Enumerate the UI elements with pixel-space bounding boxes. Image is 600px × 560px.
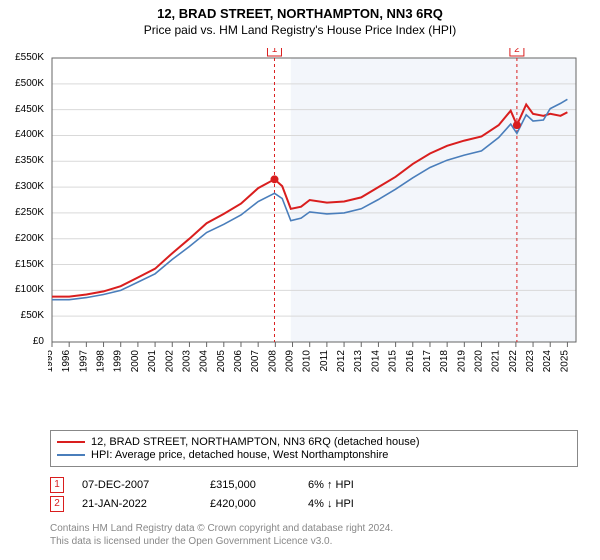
y-axis-label: £150K xyxy=(2,259,44,270)
footer-attribution: Contains HM Land Registry data © Crown c… xyxy=(50,522,393,548)
title-subtitle: Price paid vs. HM Land Registry's House … xyxy=(0,23,600,37)
y-axis-label: £400K xyxy=(2,129,44,140)
legend-item: HPI: Average price, detached house, West… xyxy=(57,449,571,461)
sale-price: £420,000 xyxy=(210,498,290,510)
svg-text:2017: 2017 xyxy=(422,350,433,373)
svg-text:1: 1 xyxy=(272,48,278,55)
svg-text:2008: 2008 xyxy=(267,350,278,373)
y-axis-label: £200K xyxy=(2,233,44,244)
sale-delta: 6% ↑ HPI xyxy=(308,479,408,491)
sale-delta: 4% ↓ HPI xyxy=(308,498,408,510)
svg-text:2015: 2015 xyxy=(388,350,399,373)
footer-line: This data is licensed under the Open Gov… xyxy=(50,535,393,548)
legend: 12, BRAD STREET, NORTHAMPTON, NN3 6RQ (d… xyxy=(50,430,578,467)
svg-text:2001: 2001 xyxy=(147,350,158,373)
svg-text:2003: 2003 xyxy=(181,350,192,373)
sale-marker-icon: 2 xyxy=(50,496,64,512)
svg-text:2022: 2022 xyxy=(508,350,519,373)
sale-row: 2 21-JAN-2022 £420,000 4% ↓ HPI xyxy=(50,496,408,512)
svg-text:2006: 2006 xyxy=(233,350,244,373)
svg-text:2002: 2002 xyxy=(164,350,175,373)
svg-text:2020: 2020 xyxy=(474,350,485,373)
legend-label: HPI: Average price, detached house, West… xyxy=(91,449,388,461)
chart-plot-area: 1995 1996 1997 1998 1999 2000 2001 2002 2003 2004… xyxy=(48,48,580,388)
sale-date: 21-JAN-2022 xyxy=(82,498,192,510)
svg-text:2004: 2004 xyxy=(199,350,210,373)
svg-text:1997: 1997 xyxy=(78,350,89,373)
y-axis-label: £550K xyxy=(2,52,44,63)
sale-row: 1 07-DEC-2007 £315,000 6% ↑ HPI xyxy=(50,477,408,493)
svg-text:2007: 2007 xyxy=(250,350,261,373)
svg-text:2: 2 xyxy=(514,48,520,55)
y-axis-label: £0 xyxy=(2,336,44,347)
title-address: 12, BRAD STREET, NORTHAMPTON, NN3 6RQ xyxy=(0,6,600,21)
legend-swatch xyxy=(57,441,85,443)
sale-date: 07-DEC-2007 xyxy=(82,479,192,491)
svg-text:2009: 2009 xyxy=(285,350,296,373)
y-axis-label: £500K xyxy=(2,78,44,89)
svg-text:1996: 1996 xyxy=(61,350,72,373)
svg-text:1995: 1995 xyxy=(48,350,55,373)
svg-text:2016: 2016 xyxy=(405,350,416,373)
chart-container: 12, BRAD STREET, NORTHAMPTON, NN3 6RQ Pr… xyxy=(0,0,600,560)
footer-line: Contains HM Land Registry data © Crown c… xyxy=(50,522,393,535)
y-axis-label: £350K xyxy=(2,155,44,166)
y-axis-label: £50K xyxy=(2,310,44,321)
svg-text:2018: 2018 xyxy=(439,350,450,373)
legend-item: 12, BRAD STREET, NORTHAMPTON, NN3 6RQ (d… xyxy=(57,436,571,448)
svg-text:2011: 2011 xyxy=(319,350,330,372)
svg-text:2000: 2000 xyxy=(130,350,141,373)
svg-text:2012: 2012 xyxy=(336,350,347,373)
svg-text:2021: 2021 xyxy=(491,350,502,373)
svg-text:2010: 2010 xyxy=(302,350,313,373)
y-axis-label: £300K xyxy=(2,181,44,192)
svg-text:2019: 2019 xyxy=(456,350,467,373)
svg-text:2024: 2024 xyxy=(542,350,553,373)
sale-price: £315,000 xyxy=(210,479,290,491)
y-axis-label: £250K xyxy=(2,207,44,218)
y-axis-label: £450K xyxy=(2,104,44,115)
y-axis-label: £100K xyxy=(2,284,44,295)
legend-label: 12, BRAD STREET, NORTHAMPTON, NN3 6RQ (d… xyxy=(91,436,419,448)
svg-text:2023: 2023 xyxy=(525,350,536,373)
svg-text:2014: 2014 xyxy=(370,350,381,373)
svg-text:2025: 2025 xyxy=(559,350,570,373)
svg-text:2013: 2013 xyxy=(353,350,364,373)
sales-table: 1 07-DEC-2007 £315,000 6% ↑ HPI 2 21-JAN… xyxy=(50,474,408,515)
svg-text:2005: 2005 xyxy=(216,350,227,373)
sale-marker-icon: 1 xyxy=(50,477,64,493)
title-block: 12, BRAD STREET, NORTHAMPTON, NN3 6RQ Pr… xyxy=(0,0,600,37)
svg-text:1998: 1998 xyxy=(96,350,107,373)
chart-svg: 1995 1996 1997 1998 1999 2000 2001 2002 2003 2004… xyxy=(48,48,580,388)
legend-swatch xyxy=(57,454,85,456)
svg-text:1999: 1999 xyxy=(113,350,124,373)
